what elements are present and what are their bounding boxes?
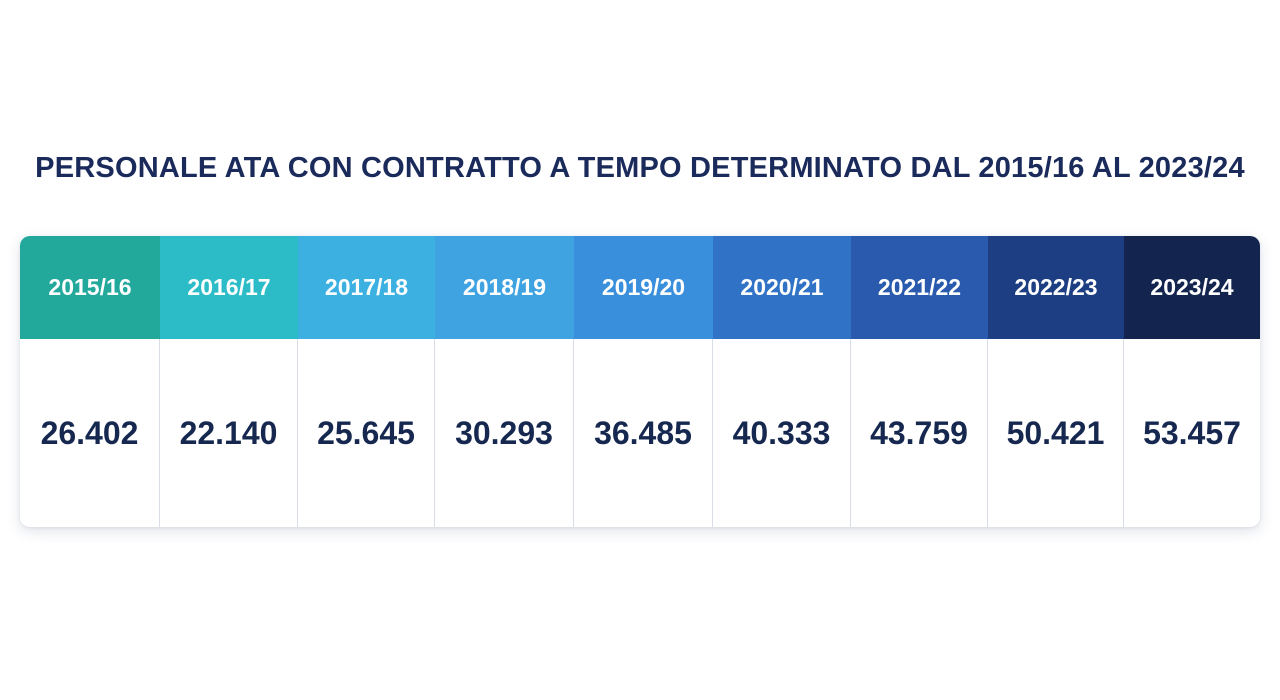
column-header: 2018/19 [435,236,574,339]
column-header: 2016/17 [160,236,298,339]
value-cell: 22.140 [160,339,298,527]
column-header: 2020/21 [713,236,851,339]
column-header: 2019/20 [574,236,713,339]
column-header: 2017/18 [298,236,435,339]
value-cell: 53.457 [1143,414,1241,451]
value-row: 26.402 22.140 25.645 30.293 36.485 40.333 43.7… [20,339,1260,527]
data-table: 2015/16 2016/17 2017/18 2018/19 2019/20 2020/… [20,236,1260,527]
value-cell: 43.759 [851,339,988,527]
value-cell: 40.333 [713,339,851,527]
column-header: 2022/23 [988,236,1124,339]
value-cell: 50.421 [988,339,1124,527]
value-cell: 26.402 [20,339,160,527]
column-header: 2015/16 [20,236,160,339]
value-cell: 36.485 [574,339,713,527]
column-header: 2021/22 [851,236,988,339]
value-cell: 30.293 [435,339,574,527]
value-cell: 25.645 [298,339,435,527]
chart-title: PERSONALE ATA CON CONTRATTO A TEMPO DETE… [35,152,1245,184]
column-header: 2023/24 [1124,236,1260,339]
header-row: 2015/16 2016/17 2017/18 2018/19 2019/20 2020/… [20,236,1260,339]
